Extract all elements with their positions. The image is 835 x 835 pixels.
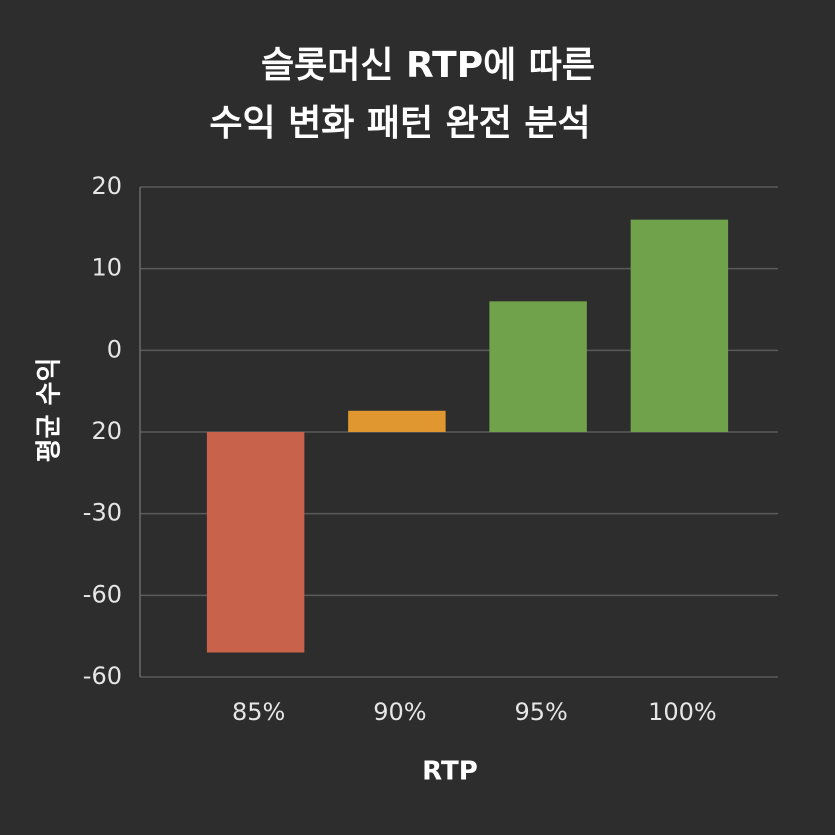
- y-axis-label: 평균 수익: [35, 358, 65, 463]
- x-tick-label: 100%: [648, 698, 717, 726]
- chart-title: 슬롯머신 RTP에 따른: [261, 45, 595, 86]
- bar: [630, 219, 729, 432]
- x-tick-label: 95%: [514, 698, 567, 726]
- y-tick-label: 10: [91, 254, 122, 282]
- x-tick-label: 90%: [373, 698, 426, 726]
- bar: [489, 301, 587, 432]
- x-tick-label: 85%: [232, 698, 285, 726]
- x-axis-label: RTP: [422, 757, 478, 787]
- y-tick-label: 20: [91, 417, 122, 445]
- y-tick-label: -30: [83, 499, 122, 527]
- bar: [206, 432, 305, 653]
- y-tick-label: -60: [83, 580, 122, 608]
- chart-title: 수익 변화 패턴 완전 분석: [209, 103, 590, 144]
- y-tick-label: 0: [107, 335, 122, 363]
- y-tick-label: -60: [83, 662, 122, 690]
- y-tick-label: 20: [91, 172, 122, 200]
- bar: [348, 410, 446, 432]
